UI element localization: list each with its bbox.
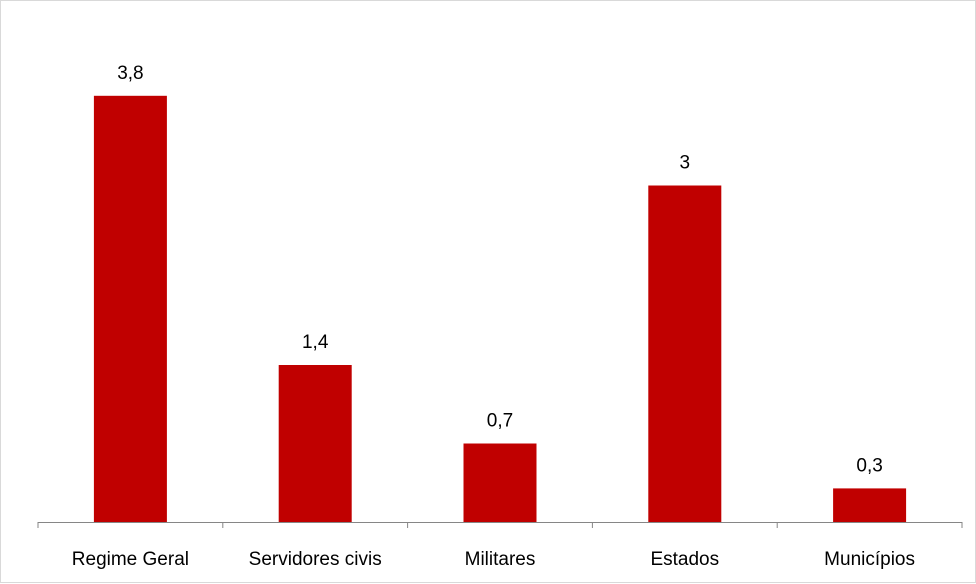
data-label-2: 1,4: [302, 332, 329, 353]
x-tick-label-2: Servidores civis: [249, 549, 382, 570]
data-label-5: 0,3: [856, 455, 882, 476]
data-label-4: 3: [680, 153, 691, 174]
bar-2: [278, 365, 352, 522]
x-tick-label-1: Regime Geral: [72, 549, 189, 570]
data-label-3: 0,7: [487, 411, 513, 432]
x-axis: Regime Geral Servidores civis Militares Est…: [37, 522, 963, 570]
bar-4: [648, 185, 722, 522]
x-tick-label-3: Militares: [465, 549, 536, 570]
data-labels-group: 3,8 1,4 0,7 3 0,3: [117, 63, 883, 477]
data-label-1: 3,8: [117, 63, 143, 84]
bar-1: [93, 95, 167, 523]
bar-3: [463, 443, 537, 522]
x-tick-label-4: Estados: [650, 549, 719, 570]
x-tick-label-5: Municípios: [824, 549, 915, 570]
bars-group: [93, 95, 907, 523]
bar-5: [833, 488, 907, 522]
